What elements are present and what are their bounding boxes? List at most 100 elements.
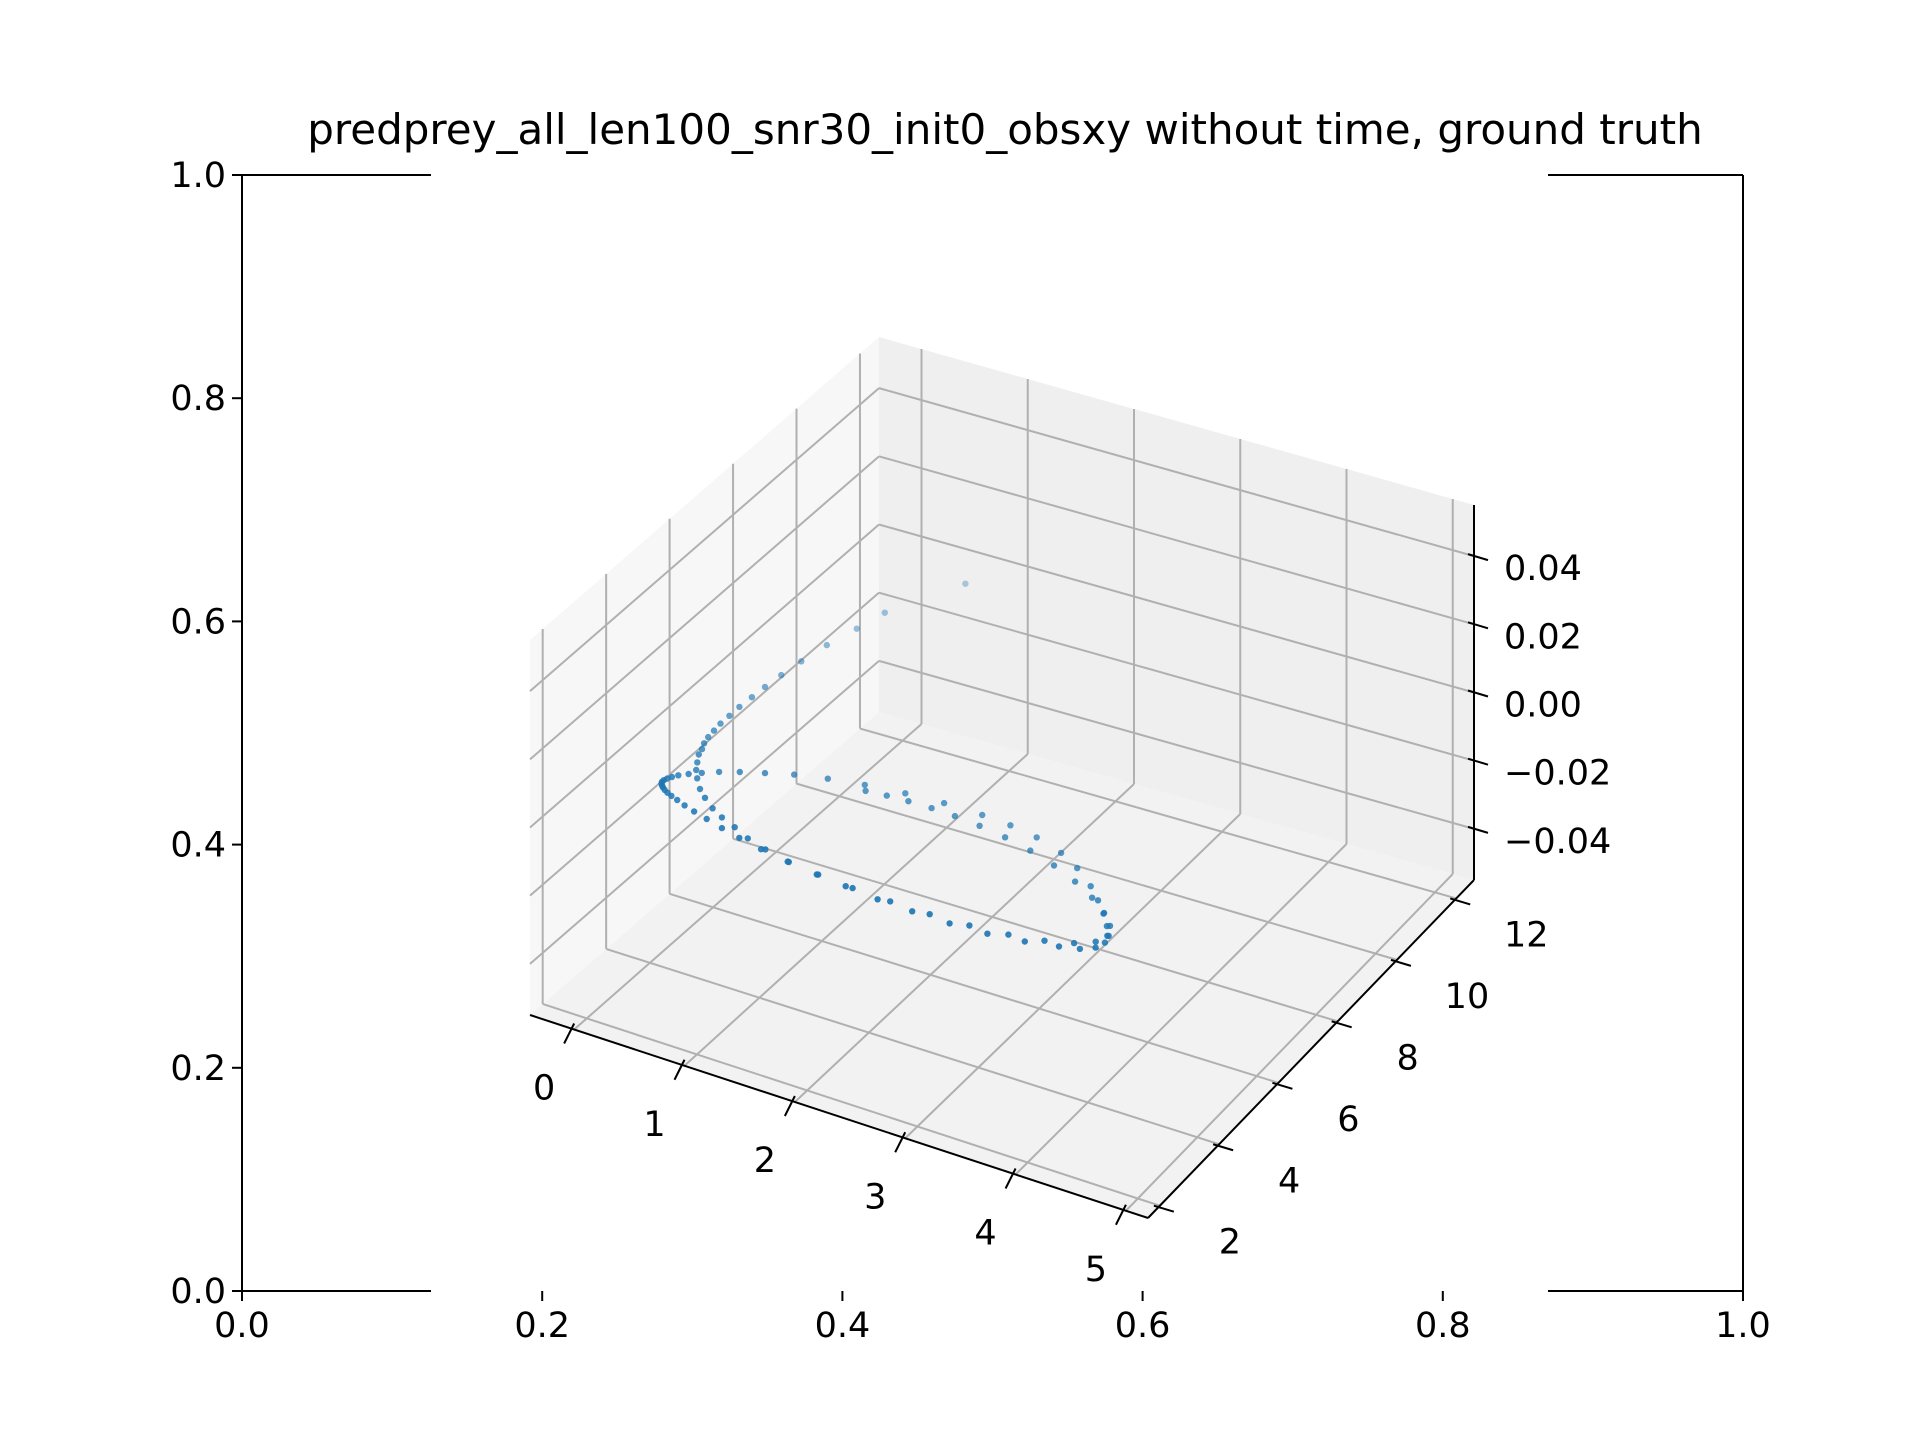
data-point: [966, 922, 973, 929]
grid-y-floor: [796, 782, 1398, 961]
outer-x-tick-label: 0.2: [514, 1306, 570, 1346]
data-point: [798, 658, 805, 665]
data-point: [1088, 894, 1096, 901]
grid-x-floor: [794, 783, 1135, 1103]
data-point: [1007, 822, 1014, 829]
data-point: [718, 814, 726, 821]
data-point: [700, 740, 708, 747]
data-point: [1021, 938, 1028, 945]
data-point: [905, 798, 912, 805]
data-point: [717, 720, 724, 727]
outer-y-tick-label: 0.8: [170, 379, 226, 419]
data-point: [736, 768, 743, 776]
data-point: [979, 811, 986, 819]
data-point: [744, 835, 751, 842]
data-point: [1027, 847, 1034, 854]
data-point: [784, 858, 791, 865]
data-point: [694, 775, 701, 782]
data-point: [748, 694, 756, 701]
data-point: [887, 898, 894, 905]
data-point: [940, 799, 948, 807]
data-point: [849, 884, 856, 892]
data-point: [705, 733, 712, 741]
data-point: [1057, 849, 1065, 857]
z-tick-label: −0.04: [1504, 822, 1611, 862]
data-point: [1092, 938, 1099, 945]
data-point: [695, 751, 702, 758]
outer-y-tick-label: 0.2: [170, 1049, 226, 1089]
data-point: [984, 930, 991, 937]
y-tick: [1331, 1020, 1352, 1029]
grid-z-back: [878, 455, 1475, 626]
data-point: [685, 770, 692, 778]
grid-x-floor: [573, 723, 923, 1031]
y-tick-label: 8: [1397, 1038, 1419, 1078]
data-point: [815, 871, 822, 878]
data-point: [946, 920, 953, 927]
z-tick-label: 0.02: [1504, 617, 1582, 657]
data-point: [761, 683, 769, 691]
y-tick-label: 6: [1337, 1100, 1359, 1140]
grid-x-floor: [1014, 843, 1348, 1176]
data-point: [1104, 932, 1111, 939]
y-tick-label: 12: [1504, 915, 1549, 955]
data-point: [881, 609, 888, 616]
data-point: [1076, 945, 1084, 953]
x-tick-label: 4: [974, 1214, 996, 1254]
y-tick: [1390, 958, 1412, 967]
data-point: [883, 792, 890, 799]
z-tick-label: −0.02: [1504, 754, 1611, 794]
y-tick-label: 4: [1278, 1161, 1300, 1201]
y-tick-label: 2: [1219, 1223, 1241, 1263]
data-point: [823, 641, 830, 649]
data-point: [824, 775, 831, 782]
data-point: [675, 772, 682, 779]
grid-y-floor: [669, 892, 1279, 1084]
data-point: [1074, 864, 1081, 872]
axis3d-grid: [529, 349, 1475, 1212]
grid-z-back: [878, 591, 1475, 762]
data-point: [668, 773, 676, 781]
x-tick: [563, 1023, 576, 1044]
outer-x-tick-label: 1.0: [1715, 1306, 1771, 1346]
data-point: [778, 671, 785, 679]
grid-z-back: [878, 659, 1475, 830]
grid-z-back: [878, 523, 1475, 694]
data-point: [698, 745, 706, 753]
outer-x-tick-label: 0.8: [1415, 1306, 1471, 1346]
data-point: [791, 771, 798, 778]
data-point: [715, 768, 723, 776]
outer-y-tick-label: 0.4: [170, 826, 226, 866]
data-point: [1005, 931, 1012, 938]
grid-z-left: [529, 523, 880, 829]
x-tick-label: 1: [643, 1105, 665, 1145]
grid-x-floor: [683, 753, 1029, 1067]
data-point: [1100, 909, 1108, 917]
data-point: [1041, 937, 1048, 944]
data-point: [853, 625, 860, 632]
data-point: [690, 808, 698, 815]
data-point: [674, 796, 681, 804]
data-point: [703, 815, 710, 823]
data-point: [668, 792, 675, 800]
z-tick: [1467, 621, 1489, 630]
data-point: [1087, 883, 1094, 890]
y-tick-label: 10: [1445, 977, 1490, 1017]
y-tick: [1449, 897, 1471, 906]
grid-y-floor: [859, 727, 1457, 900]
data-point: [1094, 897, 1102, 904]
y-tick: [1212, 1143, 1234, 1152]
outer-x-tick-label: 0.0: [214, 1306, 270, 1346]
data-point: [736, 703, 743, 711]
data-point: [862, 787, 869, 795]
x-tick: [1115, 1204, 1127, 1226]
data-point: [1092, 944, 1099, 951]
y-tick: [1153, 1204, 1175, 1213]
data-point: [731, 824, 738, 831]
z-tick-label: 0.00: [1504, 686, 1582, 726]
data-point: [1106, 922, 1114, 930]
data-point: [693, 766, 700, 774]
data-point: [710, 727, 718, 734]
